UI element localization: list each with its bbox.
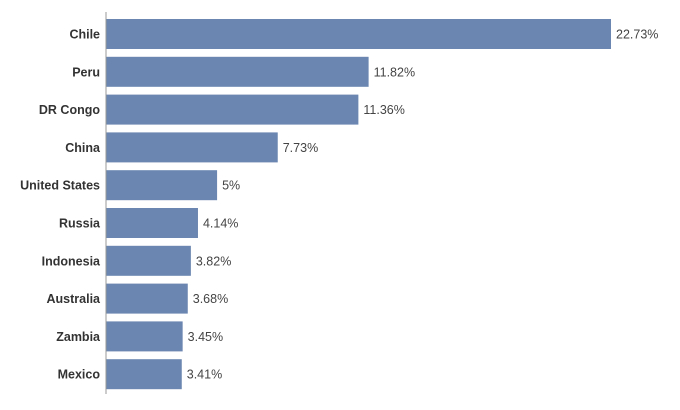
bar [106,245,191,276]
category-label: Zambia [56,330,101,344]
bar [106,132,278,163]
value-label: 22.73% [616,28,658,42]
value-label: 11.82% [374,65,415,79]
value-label: 3.68% [193,292,228,306]
bar [106,19,611,49]
value-label: 4.14% [203,217,238,231]
category-label: Australia [47,292,102,306]
category-label: Russia [59,217,101,231]
category-label: Indonesia [42,254,101,268]
category-label: DR Congo [39,103,100,117]
category-label: Peru [72,65,100,79]
bar [106,94,359,125]
value-label: 3.45% [188,330,223,344]
category-label: United States [20,179,100,193]
value-label: 3.41% [187,368,222,382]
value-label: 3.82% [196,254,231,268]
bar [106,56,369,87]
value-label: 7.73% [283,141,318,155]
category-label: Chile [69,28,100,42]
bar [106,359,182,390]
bar [106,321,183,352]
bars-group: Chile 22.73% Peru 11.82% DR Congo 11.36% China… [20,19,658,390]
value-label: 11.36% [363,103,404,117]
value-label: 5% [222,179,240,193]
bar [106,283,188,314]
bar [106,170,218,201]
bar [106,208,198,238]
category-label: Mexico [58,368,101,382]
category-label: China [65,141,101,155]
